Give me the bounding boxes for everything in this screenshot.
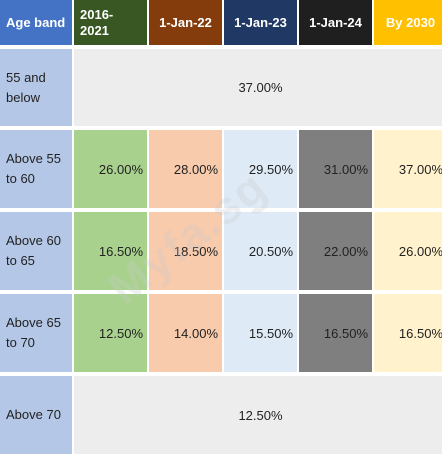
rate-55-and-below-all-periods: 37.00% [74, 49, 442, 126]
age-band-above-70: Above 70 [0, 376, 72, 454]
rate-60-65-by-2030: 26.00% [374, 212, 442, 290]
rate-65-70-2016-2021: 12.50% [74, 294, 147, 372]
rate-65-70-jan-22: 14.00% [149, 294, 222, 372]
rate-60-65-jan-24: 22.00% [299, 212, 372, 290]
age-band-above-65-to-70: Above 65 to 70 [0, 294, 72, 372]
rate-55-60-jan-22: 28.00% [149, 130, 222, 208]
rate-55-60-2016-2021: 26.00% [74, 130, 147, 208]
rate-60-65-2016-2021: 16.50% [74, 212, 147, 290]
header-2016-2021: 2016-2021 [74, 0, 147, 45]
rate-above-70-all-periods: 12.50% [74, 376, 442, 454]
header-1-jan-24: 1-Jan-24 [299, 0, 372, 45]
header-age-band: Age band [0, 0, 72, 45]
rate-55-60-jan-23: 29.50% [224, 130, 297, 208]
header-1-jan-22: 1-Jan-22 [149, 0, 222, 45]
age-band-55-and-below: 55 and below [0, 49, 72, 126]
rate-55-60-by-2030: 37.00% [374, 130, 442, 208]
age-band-above-55-to-60: Above 55 to 60 [0, 130, 72, 208]
header-1-jan-23: 1-Jan-23 [224, 0, 297, 45]
age-band-above-60-to-65: Above 60 to 65 [0, 212, 72, 290]
rate-55-60-jan-24: 31.00% [299, 130, 372, 208]
rate-60-65-jan-22: 18.50% [149, 212, 222, 290]
rate-60-65-jan-23: 20.50% [224, 212, 297, 290]
header-by-2030: By 2030 [374, 0, 442, 45]
rate-65-70-by-2030: 16.50% [374, 294, 442, 372]
rate-65-70-jan-23: 15.50% [224, 294, 297, 372]
rate-65-70-jan-24: 16.50% [299, 294, 372, 372]
